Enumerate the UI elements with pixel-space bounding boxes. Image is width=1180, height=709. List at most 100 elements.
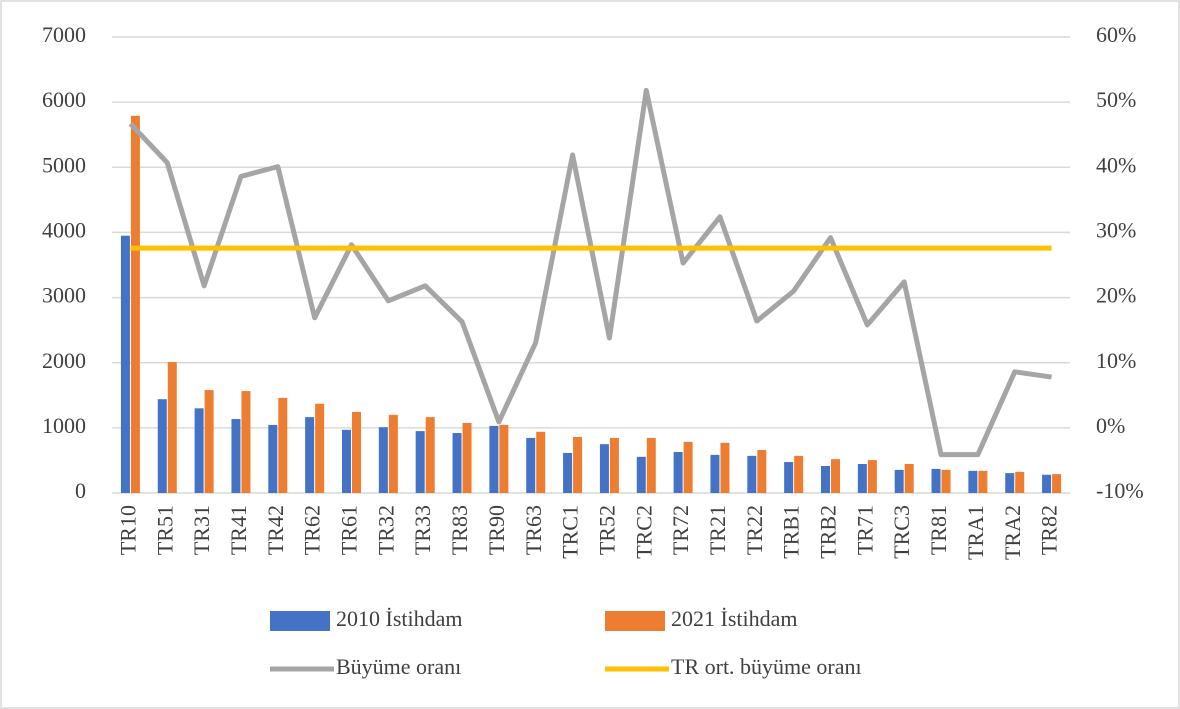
bar: [157, 399, 167, 493]
y2-tick-label: 0%: [1096, 413, 1125, 438]
legend-label: TR ort. büyüme oranı: [671, 654, 862, 679]
y-tick-label: 5000: [42, 152, 86, 177]
bar: [204, 390, 214, 493]
legend-label: 2010 İstihdam: [336, 606, 463, 631]
legend-label: 2021 İstihdam: [671, 606, 798, 631]
x-tick-label: TR81: [926, 505, 951, 555]
bar: [747, 455, 757, 493]
bar: [720, 442, 730, 493]
bar: [941, 469, 951, 493]
y-tick-label: 3000: [42, 283, 86, 308]
bar: [821, 465, 830, 493]
legend-swatch: [270, 611, 330, 631]
x-tick-label: TRA1: [963, 505, 988, 560]
bar: [636, 456, 646, 493]
x-tick-label: TRC1: [558, 505, 583, 559]
bar: [526, 437, 536, 493]
bar: [315, 403, 325, 493]
bar: [968, 470, 978, 493]
bar: [683, 441, 693, 493]
y2-tick-label: -10%: [1096, 478, 1144, 503]
x-tick-label: TR41: [226, 505, 251, 555]
bar: [425, 417, 435, 493]
y-tick-label: 1000: [42, 413, 86, 438]
x-tick-label: TRC3: [889, 505, 914, 559]
bar: [388, 414, 398, 493]
y2-tick-label: 50%: [1096, 87, 1136, 112]
bar: [673, 451, 683, 493]
x-tick-label: TR32: [373, 505, 398, 555]
bar: [904, 464, 914, 493]
bar: [130, 115, 140, 493]
bar: [1042, 474, 1052, 493]
y-tick-label: 0: [75, 478, 86, 503]
bar: [1015, 471, 1025, 493]
y2-tick-label: 40%: [1096, 152, 1136, 177]
bar: [784, 462, 794, 493]
y2-tick-label: 30%: [1096, 217, 1136, 242]
bar: [794, 455, 804, 493]
bar: [462, 422, 472, 493]
x-tick-label: TR63: [521, 505, 546, 555]
bar: [931, 468, 941, 493]
bar: [378, 427, 388, 493]
y-tick-label: 6000: [42, 87, 86, 112]
legend-label: Büyüme oranı: [336, 654, 461, 679]
x-tick-label: TR82: [1037, 505, 1062, 555]
bar: [857, 464, 867, 493]
bar: [609, 437, 619, 493]
x-tick-label: TR31: [189, 505, 214, 555]
bar: [831, 459, 840, 493]
x-tick-label: TR52: [594, 505, 619, 555]
bar: [1005, 473, 1015, 493]
bar: [352, 411, 361, 493]
x-tick-label: TR72: [668, 505, 693, 555]
y2-tick-label: 20%: [1096, 283, 1136, 308]
bar: [415, 431, 425, 493]
bar: [194, 408, 204, 493]
bar: [757, 450, 767, 493]
x-tick-label: TR33: [410, 505, 435, 555]
bar: [120, 235, 130, 493]
bar: [268, 424, 278, 493]
x-tick-label: TRB2: [816, 505, 841, 559]
y2-tick-label: 60%: [1096, 22, 1136, 47]
x-tick-label: TR71: [852, 505, 877, 555]
legend-swatch: [605, 611, 665, 631]
bar: [241, 391, 251, 493]
bar: [894, 469, 904, 493]
x-tick-label: TR21: [705, 505, 730, 555]
x-tick-label: TRC2: [631, 505, 656, 559]
x-tick-label: TR51: [152, 505, 177, 555]
x-tick-label: TR62: [300, 505, 325, 555]
x-tick-label: TR83: [447, 505, 472, 555]
y-tick-label: 7000: [42, 22, 86, 47]
bar: [867, 460, 877, 493]
x-tick-label: TR42: [263, 505, 288, 555]
x-tick-label: TR61: [337, 505, 362, 555]
bar: [646, 437, 656, 493]
bar: [305, 417, 315, 493]
x-tick-label: TR22: [742, 505, 767, 555]
bar: [278, 397, 288, 493]
bar: [167, 362, 177, 493]
bar: [342, 429, 351, 493]
bar: [599, 444, 609, 493]
y-tick-label: 4000: [42, 217, 86, 242]
bar: [563, 452, 573, 493]
bar: [710, 454, 720, 493]
bar: [499, 424, 509, 493]
bar: [978, 470, 988, 493]
y2-tick-label: 10%: [1096, 348, 1136, 373]
bar: [231, 419, 241, 493]
bar: [452, 433, 462, 493]
x-tick-label: TR90: [484, 505, 509, 555]
bar: [489, 425, 499, 493]
x-tick-label: TRA2: [1000, 505, 1025, 560]
bar: [1052, 474, 1062, 493]
x-tick-label: TRB1: [779, 505, 804, 559]
bar: [536, 431, 546, 493]
bar: [573, 436, 583, 493]
